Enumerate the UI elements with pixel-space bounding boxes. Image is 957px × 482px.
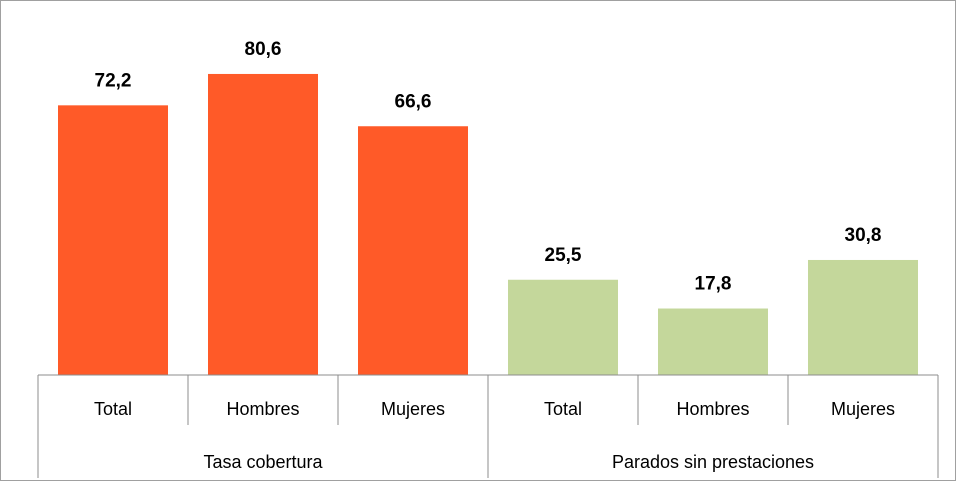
bar — [208, 73, 318, 376]
bar — [358, 126, 468, 376]
group-label: Tasa cobertura — [203, 452, 323, 472]
x-tick-label: Mujeres — [831, 399, 895, 419]
bar — [808, 259, 918, 375]
value-label: 80,6 — [245, 39, 282, 60]
value-label: 66,6 — [395, 91, 432, 112]
x-tick-label: Hombres — [676, 399, 749, 419]
x-tick-label: Mujeres — [381, 399, 445, 419]
x-tick-label: Hombres — [226, 399, 299, 419]
group-label: Parados sin prestaciones — [612, 452, 814, 472]
value-label: 25,5 — [545, 245, 582, 266]
x-tick-label: Total — [94, 399, 132, 419]
bar — [658, 308, 768, 375]
value-label: 17,8 — [695, 274, 732, 295]
bar — [508, 279, 618, 375]
bar — [58, 105, 168, 375]
x-tick-label: Total — [544, 399, 582, 419]
value-label: 30,8 — [845, 225, 882, 246]
value-label: 72,2 — [95, 70, 132, 91]
